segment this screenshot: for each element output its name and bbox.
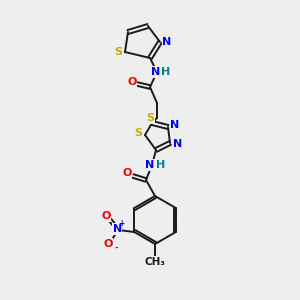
Text: H: H (156, 160, 166, 170)
Text: O: O (122, 168, 132, 178)
Text: S: S (134, 128, 142, 138)
Text: CH₃: CH₃ (145, 257, 166, 267)
Text: O: O (103, 239, 113, 249)
Text: H: H (161, 67, 171, 77)
Text: -: - (114, 244, 118, 253)
Text: N: N (170, 120, 180, 130)
Text: N: N (162, 37, 172, 47)
Text: +: + (118, 220, 124, 229)
Text: N: N (112, 224, 122, 234)
Text: O: O (101, 211, 111, 221)
Text: O: O (127, 77, 137, 87)
Text: N: N (173, 139, 183, 149)
Text: N: N (152, 67, 160, 77)
Text: N: N (146, 160, 154, 170)
Text: S: S (114, 47, 122, 57)
Text: S: S (146, 113, 154, 123)
